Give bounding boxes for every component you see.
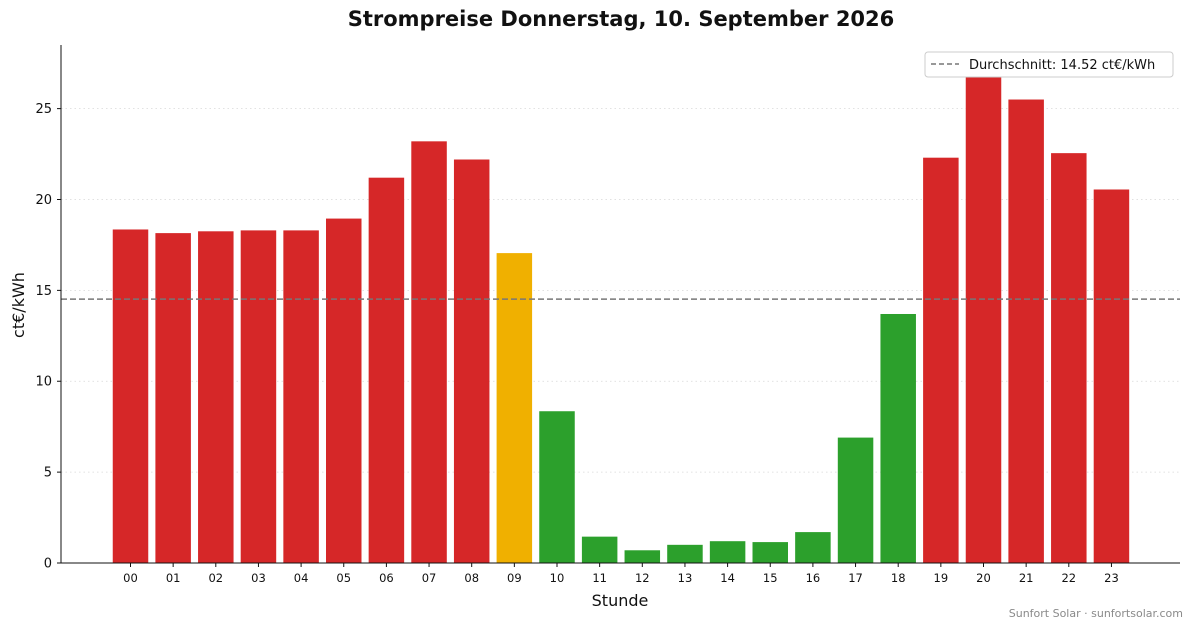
bar-hour-09 (496, 253, 533, 563)
bar-hour-23 (1093, 189, 1130, 563)
bar-hour-04 (283, 230, 319, 564)
bars (112, 74, 1130, 564)
bar-hour-03 (240, 230, 277, 564)
x-tick-label: 06 (379, 571, 394, 585)
x-tick-label: 21 (1019, 571, 1034, 585)
x-tick-label: 23 (1104, 571, 1119, 585)
legend-average-label: Durchschnitt: 14.52 ct€/kWh (969, 58, 1155, 73)
x-tick-label: 02 (208, 571, 223, 585)
x-tick-label: 17 (848, 571, 863, 585)
x-tick-label: 12 (635, 571, 650, 585)
bar-hour-02 (198, 231, 234, 563)
x-tick-label: 03 (251, 571, 266, 585)
x-tick-label: 00 (123, 571, 138, 585)
x-ticks: 00 01 02 03 04 05 06 07 08 09 10 11 12 13 14 15 16 17 18 19… (123, 563, 1119, 585)
y-tick-label: 0 (44, 557, 52, 572)
x-tick-label: 14 (720, 571, 735, 585)
x-axis-label: Stunde (592, 591, 649, 610)
bar-hour-08 (453, 159, 490, 564)
chart-title: Strompreise Donnerstag, 10. September 20… (348, 7, 895, 31)
x-tick-label: 11 (592, 571, 607, 585)
x-tick-label: 20 (976, 571, 991, 585)
bar-hour-22 (1051, 153, 1087, 563)
x-tick-label: 07 (422, 571, 437, 585)
x-tick-label: 18 (891, 571, 906, 585)
x-tick-label: 15 (763, 571, 778, 585)
x-tick-label: 04 (294, 571, 309, 585)
y-tick-label: 5 (44, 466, 52, 481)
bar-hour-07 (411, 141, 447, 563)
y-axis-label: ct€/kWh (9, 272, 28, 338)
x-tick-label: 01 (166, 571, 181, 585)
bar-hour-14 (709, 541, 746, 563)
y-tick-label: 25 (35, 102, 52, 117)
bar-hour-10 (539, 411, 575, 563)
bar-hour-18 (880, 313, 916, 563)
footer-credit: Sunfort Solar · sunfortsolar.com (1009, 607, 1183, 620)
x-tick-label: 10 (550, 571, 565, 585)
bar-hour-19 (923, 157, 959, 563)
x-tick-label: 08 (464, 571, 479, 585)
bar-hour-12 (624, 550, 661, 563)
bar-hour-20 (965, 74, 1002, 564)
bar-hour-01 (155, 233, 191, 563)
bar-hour-21 (1008, 99, 1044, 564)
x-tick-label: 05 (336, 571, 351, 585)
bar-hour-16 (795, 532, 831, 563)
legend: Durchschnitt: 14.52 ct€/kWh (924, 51, 1174, 78)
x-tick-label: 09 (507, 571, 522, 585)
bar-hour-11 (581, 536, 618, 563)
x-tick-label: 13 (678, 571, 693, 585)
bar-hour-15 (752, 542, 788, 563)
bar-hour-06 (368, 177, 405, 563)
y-tick-label: 15 (35, 284, 52, 299)
x-tick-label: 19 (934, 571, 949, 585)
y-ticks: 0 5 10 15 20 25 (35, 102, 61, 572)
x-tick-label: 22 (1061, 571, 1076, 585)
x-tick-label: 16 (806, 571, 821, 585)
bar-hour-00 (112, 229, 149, 563)
legend-box (924, 51, 1174, 78)
bar-hour-13 (667, 544, 703, 563)
y-tick-label: 20 (35, 193, 52, 208)
bar-hour-17 (837, 437, 874, 563)
y-tick-label: 10 (35, 375, 52, 390)
bar-hour-05 (326, 218, 362, 563)
